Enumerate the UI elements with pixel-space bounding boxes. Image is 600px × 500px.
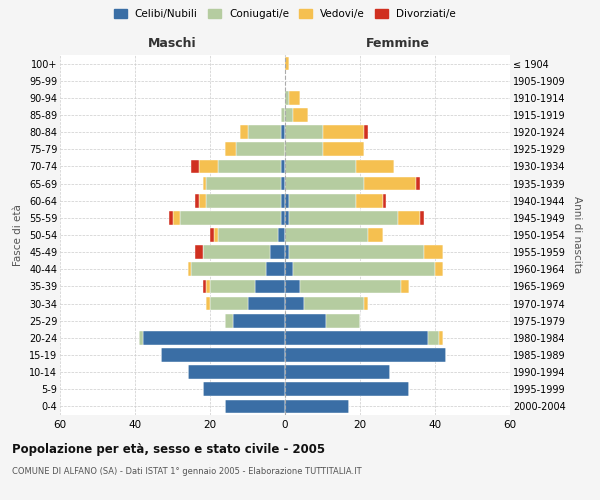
Bar xyxy=(214,228,218,242)
Bar xyxy=(427,331,439,344)
Bar xyxy=(203,176,206,190)
Bar xyxy=(293,262,435,276)
Bar xyxy=(281,160,285,173)
Bar xyxy=(191,160,199,173)
Bar xyxy=(285,400,349,413)
Bar xyxy=(289,194,356,207)
Bar xyxy=(285,331,427,344)
Bar xyxy=(356,194,383,207)
Bar xyxy=(210,228,214,242)
Bar xyxy=(277,228,285,242)
Bar xyxy=(401,280,409,293)
Bar xyxy=(364,296,367,310)
Bar xyxy=(281,108,285,122)
Bar xyxy=(289,91,300,104)
Text: Femmine: Femmine xyxy=(365,37,430,50)
Bar xyxy=(180,211,281,224)
Bar xyxy=(206,280,210,293)
Bar xyxy=(323,142,364,156)
Bar xyxy=(285,211,289,224)
Bar xyxy=(293,108,308,122)
Bar xyxy=(199,160,218,173)
Bar xyxy=(435,262,443,276)
Bar xyxy=(285,314,326,328)
Bar xyxy=(285,108,293,122)
Bar xyxy=(203,382,285,396)
Bar xyxy=(285,262,293,276)
Bar xyxy=(225,314,233,328)
Bar xyxy=(203,280,206,293)
Bar xyxy=(285,176,364,190)
Bar xyxy=(206,176,281,190)
Bar xyxy=(210,280,255,293)
Bar xyxy=(356,160,394,173)
Bar xyxy=(187,262,191,276)
Bar xyxy=(248,296,285,310)
Bar xyxy=(285,126,323,139)
Bar xyxy=(225,142,236,156)
Bar xyxy=(289,246,424,259)
Bar xyxy=(285,366,390,379)
Bar xyxy=(266,262,285,276)
Bar xyxy=(139,331,143,344)
Bar xyxy=(383,194,386,207)
Bar xyxy=(195,246,203,259)
Bar xyxy=(143,331,285,344)
Bar xyxy=(285,296,304,310)
Bar xyxy=(285,160,356,173)
Bar xyxy=(206,296,210,310)
Bar xyxy=(233,314,285,328)
Bar xyxy=(173,211,180,224)
Bar xyxy=(195,194,199,207)
Bar xyxy=(285,228,367,242)
Bar xyxy=(304,296,364,310)
Bar xyxy=(281,126,285,139)
Bar xyxy=(285,280,300,293)
Bar xyxy=(169,211,173,224)
Bar xyxy=(187,366,285,379)
Bar xyxy=(285,142,323,156)
Bar xyxy=(218,160,281,173)
Text: Maschi: Maschi xyxy=(148,37,197,50)
Bar xyxy=(270,246,285,259)
Bar xyxy=(289,211,398,224)
Text: Popolazione per età, sesso e stato civile - 2005: Popolazione per età, sesso e stato civil… xyxy=(12,442,325,456)
Bar xyxy=(439,331,443,344)
Bar xyxy=(285,56,289,70)
Bar xyxy=(218,228,277,242)
Y-axis label: Anni di nascita: Anni di nascita xyxy=(572,196,583,274)
Bar xyxy=(203,246,270,259)
Bar xyxy=(367,228,383,242)
Bar xyxy=(326,314,360,328)
Bar xyxy=(364,176,416,190)
Bar xyxy=(191,262,266,276)
Bar xyxy=(416,176,420,190)
Bar xyxy=(420,211,424,224)
Bar xyxy=(199,194,206,207)
Bar xyxy=(161,348,285,362)
Bar xyxy=(255,280,285,293)
Bar xyxy=(424,246,443,259)
Bar xyxy=(281,194,285,207)
Bar xyxy=(364,126,367,139)
Bar xyxy=(225,400,285,413)
Bar xyxy=(285,382,409,396)
Y-axis label: Fasce di età: Fasce di età xyxy=(13,204,23,266)
Bar xyxy=(323,126,364,139)
Bar xyxy=(285,246,289,259)
Bar xyxy=(248,126,281,139)
Bar xyxy=(398,211,420,224)
Text: COMUNE DI ALFANO (SA) - Dati ISTAT 1° gennaio 2005 - Elaborazione TUTTITALIA.IT: COMUNE DI ALFANO (SA) - Dati ISTAT 1° ge… xyxy=(12,468,362,476)
Bar xyxy=(281,176,285,190)
Bar xyxy=(240,126,248,139)
Bar xyxy=(236,142,285,156)
Bar xyxy=(300,280,401,293)
Bar xyxy=(281,211,285,224)
Bar xyxy=(206,194,281,207)
Bar xyxy=(285,194,289,207)
Bar xyxy=(285,91,289,104)
Legend: Celibi/Nubili, Coniugati/e, Vedovi/e, Divorziati/e: Celibi/Nubili, Coniugati/e, Vedovi/e, Di… xyxy=(110,4,460,23)
Bar xyxy=(210,296,248,310)
Bar xyxy=(285,348,446,362)
